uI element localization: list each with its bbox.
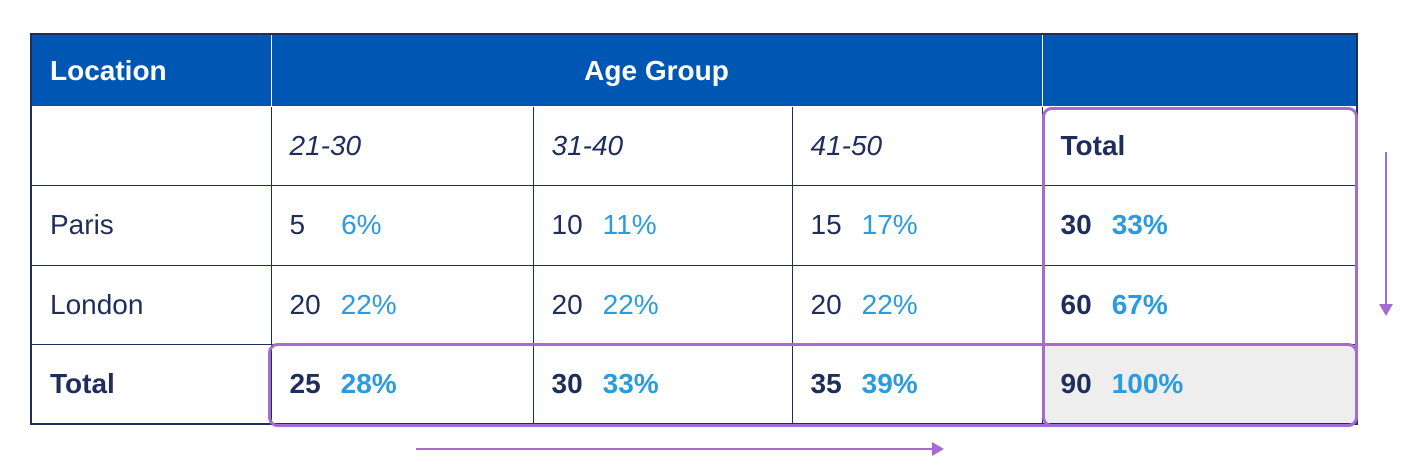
percent: 22%: [602, 288, 659, 320]
subheader-row: 21-30 31-40 41-50 Total: [30, 106, 1358, 187]
percent: 11%: [602, 209, 657, 241]
percent: 33%: [602, 367, 659, 399]
percent: 22%: [861, 288, 918, 320]
table-row-paris: Paris 5 6% 10 11% 15 17% 30 33%: [30, 185, 1358, 266]
count: 5: [289, 209, 306, 241]
table-row-london: London 20 22% 20 22% 20 22% 60 67%: [30, 264, 1358, 345]
cell-paris-31-40: 10 11%: [532, 185, 793, 266]
percent: 6%: [341, 209, 382, 241]
count: 90: [1060, 367, 1092, 399]
row-label-total: Total: [30, 343, 272, 425]
percent: 67%: [1111, 288, 1168, 320]
percent: 28%: [340, 367, 397, 399]
down-arrow-icon: [1379, 152, 1393, 316]
count: 60: [1060, 288, 1092, 320]
row-label-paris: Paris: [30, 185, 272, 266]
cell-london-21-30: 20 22%: [270, 264, 534, 345]
count: 35: [810, 367, 842, 399]
cell-paris-21-30: 5 6%: [270, 185, 534, 266]
age-41-50: 41-50: [791, 106, 1043, 187]
cell-london-41-50: 20 22%: [791, 264, 1043, 345]
cell-paris-total: 30 33%: [1041, 185, 1358, 266]
header-location: Location: [30, 33, 272, 108]
cell-london-total: 60 67%: [1041, 264, 1358, 345]
header-row: Location Age Group: [30, 33, 1358, 108]
count: 20: [551, 288, 583, 320]
age-31-40: 31-40: [532, 106, 793, 187]
table-row-total: Total 25 28% 30 33% 35 39% 90 100%: [30, 343, 1358, 425]
cell-paris-41-50: 15 17%: [791, 185, 1043, 266]
age-21-30: 21-30: [270, 106, 534, 187]
count: 30: [551, 367, 583, 399]
header-blank: [1041, 33, 1358, 108]
count: 30: [1060, 209, 1092, 241]
cell-total-21-30: 25 28%: [270, 343, 534, 425]
subheader-blank: [30, 106, 272, 187]
row-label-london: London: [30, 264, 272, 345]
right-arrow-icon: [416, 442, 944, 456]
percent: 33%: [1111, 209, 1168, 241]
cell-total-31-40: 30 33%: [532, 343, 793, 425]
total-column-header: Total: [1041, 106, 1358, 187]
cell-london-31-40: 20 22%: [532, 264, 793, 345]
count: 15: [810, 209, 842, 241]
count: 20: [289, 288, 321, 320]
count: 10: [551, 209, 583, 241]
crosstab-table: Location Age Group 21-30 31-40 41-50 Tot…: [30, 33, 1359, 425]
percent: 39%: [861, 367, 918, 399]
header-age-group: Age Group: [270, 33, 1043, 108]
percent: 22%: [340, 288, 397, 320]
cell-grand-total: 90 100%: [1041, 343, 1358, 425]
percent: 17%: [861, 209, 918, 241]
count: 20: [810, 288, 842, 320]
percent: 100%: [1111, 367, 1184, 399]
count: 25: [289, 367, 321, 399]
cell-total-41-50: 35 39%: [791, 343, 1043, 425]
